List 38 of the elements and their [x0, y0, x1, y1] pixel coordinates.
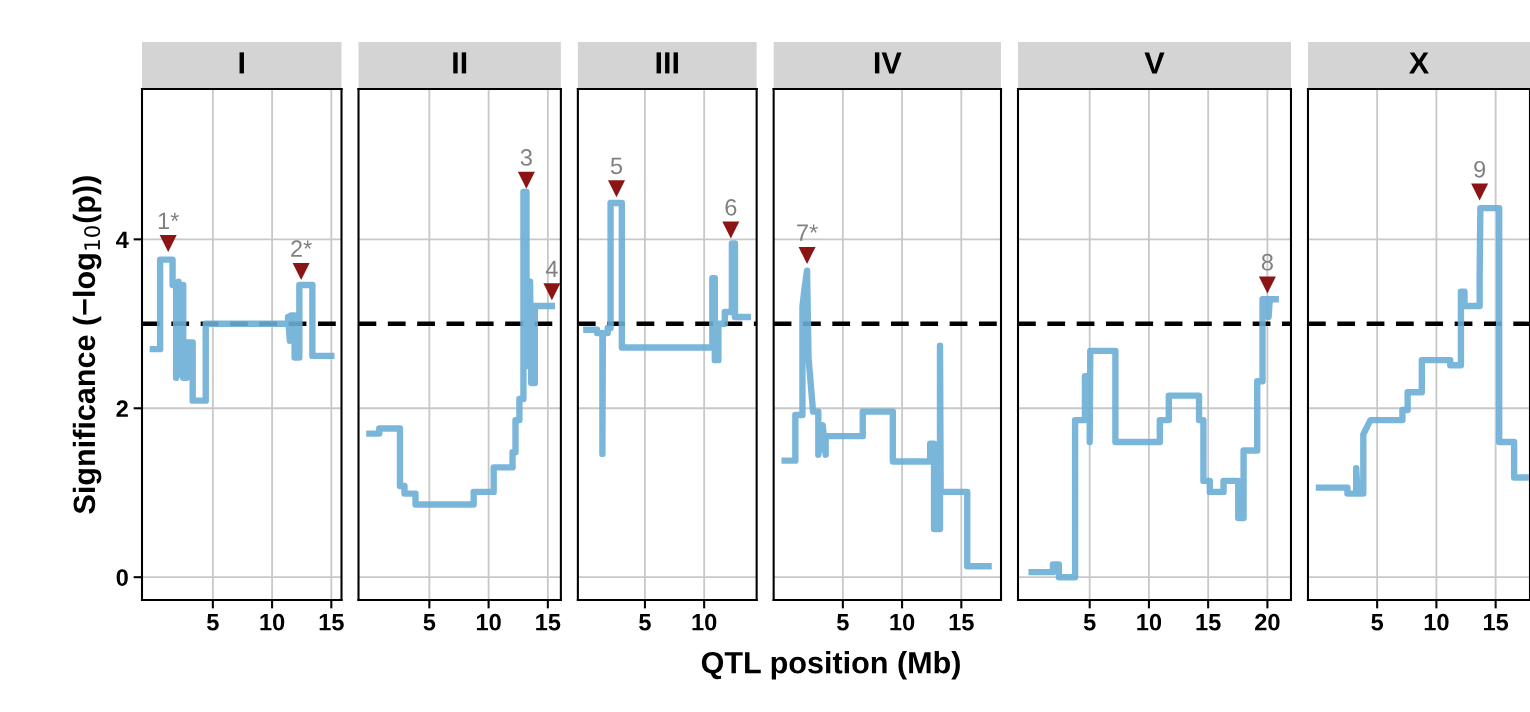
- chart-title: X: [1409, 52, 1429, 74]
- annotation: 2*: [291, 240, 312, 257]
- x-tick-label: 5: [639, 614, 651, 631]
- x-tick-label: 10: [260, 613, 285, 631]
- x-tick-label: 5: [1371, 614, 1384, 631]
- x-tick-label: 15: [949, 614, 974, 631]
- annotation: 4: [545, 260, 558, 278]
- chart-title: IV: [874, 52, 902, 74]
- x-tick-label: 15: [1484, 614, 1509, 631]
- x-tick-label: 15: [1196, 614, 1221, 631]
- chart-title: III: [656, 52, 678, 74]
- annotation: 9: [1474, 160, 1486, 178]
- x-tick-label: 10: [476, 613, 501, 631]
- y-tick-label: 0: [116, 569, 128, 586]
- x-tick-label: 20: [1255, 613, 1280, 631]
- x-tick-label: 15: [319, 614, 344, 631]
- x-tick-label: 10: [890, 613, 915, 631]
- y-axis-title: Significance (−log$_{10}$(p)): [72, 176, 102, 514]
- annotation: 6: [725, 198, 737, 216]
- y-tick-label: 2: [116, 400, 128, 417]
- x-tick-label: 10: [692, 613, 717, 631]
- x-axis-title: QTL position (Mb): [701, 651, 960, 680]
- x-tick-label: 10: [1137, 613, 1162, 631]
- x-tick-label: 5: [1083, 614, 1096, 631]
- annotation: 3: [520, 149, 532, 166]
- x-tick-label: 5: [837, 614, 849, 631]
- y-tick-label: 4: [116, 231, 129, 248]
- chart-title: V: [1144, 52, 1165, 74]
- x-tick-label: 5: [207, 614, 219, 631]
- annotation: 5: [610, 157, 623, 175]
- x-tick-label: 10: [1424, 613, 1449, 631]
- annotation: 8: [1261, 253, 1273, 271]
- chart-title: II: [453, 52, 467, 74]
- x-tick-label: 15: [536, 614, 561, 631]
- x-tick-label: 5: [423, 614, 436, 631]
- annotation: 1*: [158, 212, 179, 229]
- annotation: 7*: [797, 224, 818, 241]
- chart-title: I: [239, 52, 244, 74]
